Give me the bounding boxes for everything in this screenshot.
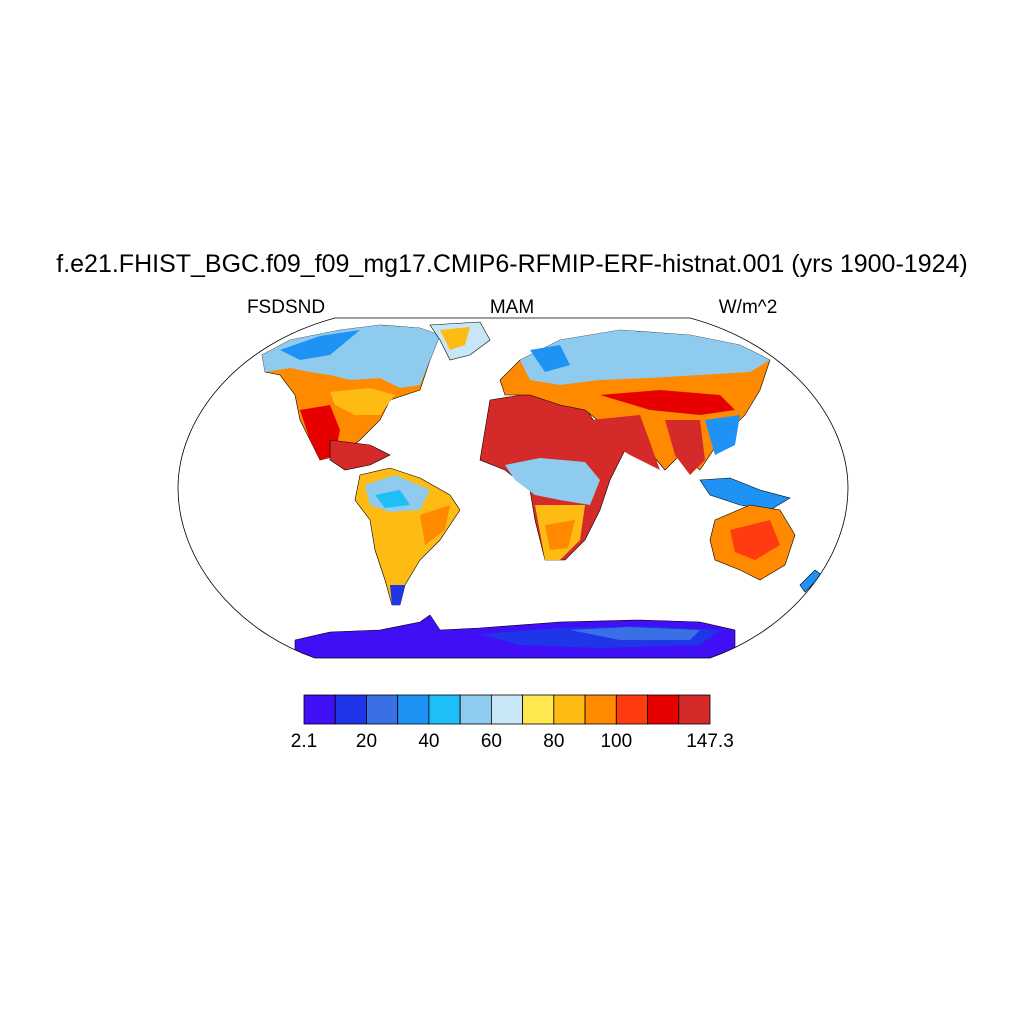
new-zealand	[799, 569, 823, 593]
colorbar-label: 80	[543, 731, 564, 752]
colorbar-box	[490, 694, 524, 725]
title: f.e21.FHIST_BGC.f09_f09_mg17.CMIP6-RFMIP…	[56, 250, 967, 278]
colorbar-label: 2.1	[291, 731, 317, 752]
colorbar-box	[303, 694, 336, 725]
colorbar-box	[459, 694, 492, 725]
colorbar-box	[647, 694, 680, 725]
australia-core	[730, 520, 780, 560]
right-string: W/m^2	[719, 297, 778, 318]
colorbar-label: 60	[481, 731, 502, 752]
colorbar-box	[397, 694, 430, 725]
scandinavia	[530, 345, 570, 372]
colorbar-box	[428, 694, 461, 725]
siberia	[520, 330, 770, 385]
greenland-center	[440, 327, 470, 350]
central-america	[329, 439, 391, 471]
colorbar-box	[366, 694, 399, 725]
amazon-core	[375, 490, 410, 508]
africa-south-core	[545, 520, 575, 550]
brazil-east	[420, 505, 450, 545]
colorbar-box	[584, 694, 617, 725]
patagonia	[390, 585, 405, 605]
map-border	[177, 317, 849, 659]
antarctica-band	[570, 627, 700, 640]
left-string: FSDSND	[247, 297, 325, 318]
usa-east	[330, 388, 395, 415]
central-asia	[600, 390, 735, 415]
canada-north	[280, 330, 360, 360]
indonesia	[699, 477, 791, 511]
center-string: MAM	[490, 297, 534, 318]
colorbar-box	[522, 694, 555, 725]
colorbar-label: 40	[418, 731, 439, 752]
colorbar-label: 100	[600, 731, 632, 752]
africa-tropics	[505, 458, 600, 505]
colorbar-box	[553, 694, 586, 725]
colorbar-label: 147.3	[686, 731, 734, 752]
east-asia	[705, 415, 740, 455]
colorbar: 2.1 20 40 60 80 100 147.3	[291, 694, 734, 752]
colorbar-box	[334, 694, 367, 725]
colorbar-label: 20	[356, 731, 377, 752]
india	[665, 420, 705, 475]
map	[261, 321, 823, 658]
colorbar-box	[615, 694, 648, 725]
colorbar-box	[678, 694, 711, 725]
arabia	[590, 415, 660, 470]
